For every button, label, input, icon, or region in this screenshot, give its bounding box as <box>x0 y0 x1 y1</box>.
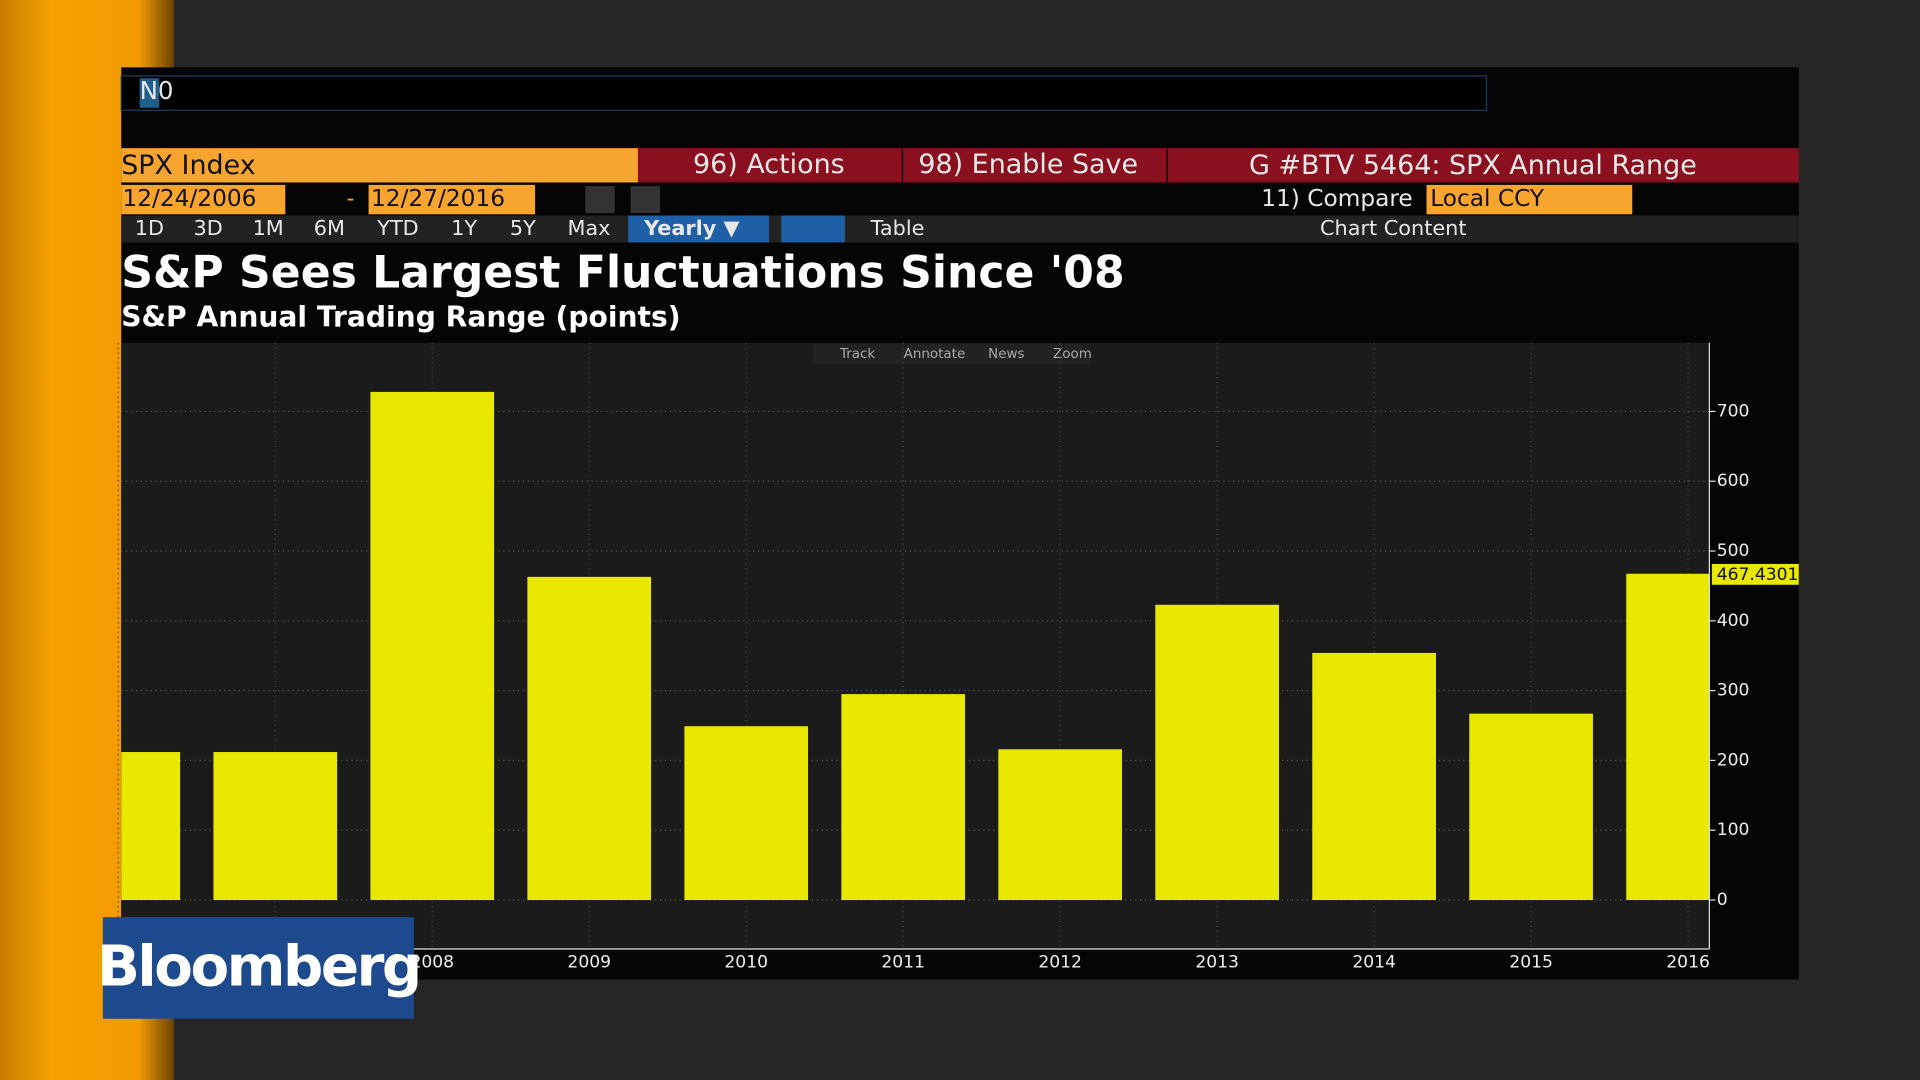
security-box[interactable] <box>121 148 638 183</box>
bar <box>1155 604 1279 900</box>
x-tick-label: 2016 <box>1666 952 1710 972</box>
security: SPX Index <box>121 150 256 181</box>
chart-button[interactable] <box>781 215 845 243</box>
start-date-box[interactable] <box>121 184 286 215</box>
end-date: 12/27/2016 <box>371 185 505 212</box>
y-tick-label: 700 <box>1717 401 1750 421</box>
chart-tool[interactable]: Track <box>839 347 875 362</box>
x-tick-label: 2015 <box>1509 952 1553 972</box>
prev-button[interactable] <box>585 186 615 214</box>
table-button[interactable]: Table <box>870 216 925 240</box>
currency: Local CCY <box>1430 185 1545 212</box>
last-value-box <box>1711 563 1799 585</box>
command-line[interactable] <box>120 75 1488 111</box>
logo-box <box>102 917 414 1019</box>
y-tick-label: 0 <box>1717 890 1728 910</box>
period-button[interactable]: 1Y <box>451 216 477 240</box>
cursor <box>139 78 160 108</box>
chart-subtitle: S&P Annual Trading Range (points) <box>121 300 680 333</box>
bar <box>527 576 652 900</box>
bar <box>684 726 809 900</box>
end-date-box[interactable] <box>368 184 536 215</box>
currency-box[interactable] <box>1426 184 1633 215</box>
period-button[interactable]: 3D <box>194 216 223 240</box>
bar <box>841 694 966 900</box>
next-button[interactable] <box>630 186 660 214</box>
date-separator: - <box>347 187 355 212</box>
frequency: Yearly ▼ <box>643 216 739 240</box>
chart-tool[interactable]: Zoom <box>1053 347 1092 362</box>
chart-tools <box>813 344 1090 365</box>
command-text: N0 <box>140 76 174 105</box>
bar <box>998 749 1122 900</box>
chart-tool[interactable]: Annotate <box>904 347 966 362</box>
y-tick-label: 600 <box>1717 471 1750 491</box>
bar <box>121 752 181 900</box>
x-tick-label: 2010 <box>724 952 768 972</box>
y-tick-label: 400 <box>1717 611 1750 631</box>
chart-title: S&P Sees Largest Fluctuations Since '08 <box>121 248 1124 299</box>
y-tick-label: 100 <box>1717 820 1750 840</box>
y-tick-label: 500 <box>1717 541 1750 561</box>
enable-save[interactable]: 98) Enable Save <box>918 149 1138 180</box>
x-tick-label: 2014 <box>1352 952 1396 972</box>
period-button[interactable]: 1M <box>253 216 284 240</box>
start-date: 12/24/2006 <box>122 185 256 212</box>
period-button[interactable]: 6M <box>314 216 345 240</box>
bar <box>370 391 495 900</box>
last-value-label: 467.4301 <box>1717 565 1799 585</box>
x-tick-label: 2012 <box>1038 952 1082 972</box>
bar <box>1469 713 1593 900</box>
bar <box>213 752 338 900</box>
bar <box>1312 652 1436 900</box>
x-tick-label: 2008 <box>410 952 454 972</box>
logo: Bloomberg <box>97 934 420 999</box>
frequency-box[interactable] <box>628 215 769 243</box>
y-tick-label: 200 <box>1717 750 1750 770</box>
actions-menu[interactable]: 96) Actions <box>693 149 845 180</box>
period-button[interactable]: Max <box>567 216 610 240</box>
bar <box>1626 573 1710 900</box>
chart-tool[interactable]: News <box>988 347 1024 362</box>
x-tick-label: 2009 <box>567 952 611 972</box>
y-tick-label: 300 <box>1717 681 1750 701</box>
toolbar <box>121 215 1799 243</box>
compare[interactable]: 11) Compare <box>1261 185 1413 212</box>
header-bar <box>637 148 1799 183</box>
period-button[interactable]: 1D <box>135 216 164 240</box>
chart-content[interactable]: Chart Content <box>1320 216 1466 240</box>
x-tick-label: 2011 <box>881 952 925 972</box>
period-button[interactable]: 5Y <box>510 216 536 240</box>
period-button[interactable]: YTD <box>376 216 418 240</box>
x-tick-label: 2013 <box>1195 952 1239 972</box>
page-title: G #BTV 5464: SPX Annual Range <box>1249 150 1697 181</box>
